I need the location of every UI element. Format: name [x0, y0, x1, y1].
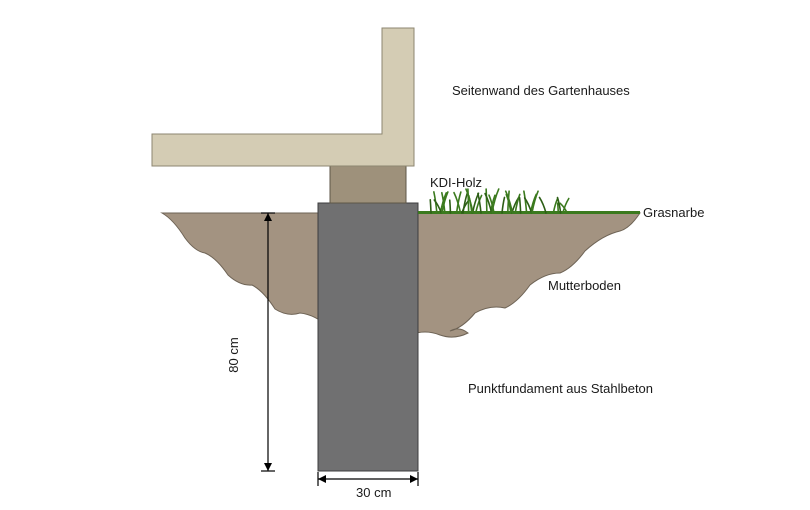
dim-height-arrow-bottom	[264, 463, 272, 471]
dim-width-arrow-left	[318, 475, 326, 483]
kdi-block	[330, 166, 406, 203]
dim-height-label: 80 cm	[226, 337, 241, 372]
grass-baseline	[418, 211, 640, 214]
grass-clumps	[430, 189, 569, 213]
foundation-shape	[318, 203, 418, 471]
wall-shape	[152, 28, 414, 166]
grass-label: Grasnarbe	[643, 205, 704, 220]
wall-label: Seitenwand des Gartenhauses	[452, 83, 630, 98]
dim-width-arrow-right	[410, 475, 418, 483]
kdi-label: KDI-Holz	[430, 175, 482, 190]
foundation-label: Punktfundament aus Stahlbeton	[468, 381, 653, 396]
dim-width-label: 30 cm	[356, 485, 391, 500]
soil-label: Mutterboden	[548, 278, 621, 293]
